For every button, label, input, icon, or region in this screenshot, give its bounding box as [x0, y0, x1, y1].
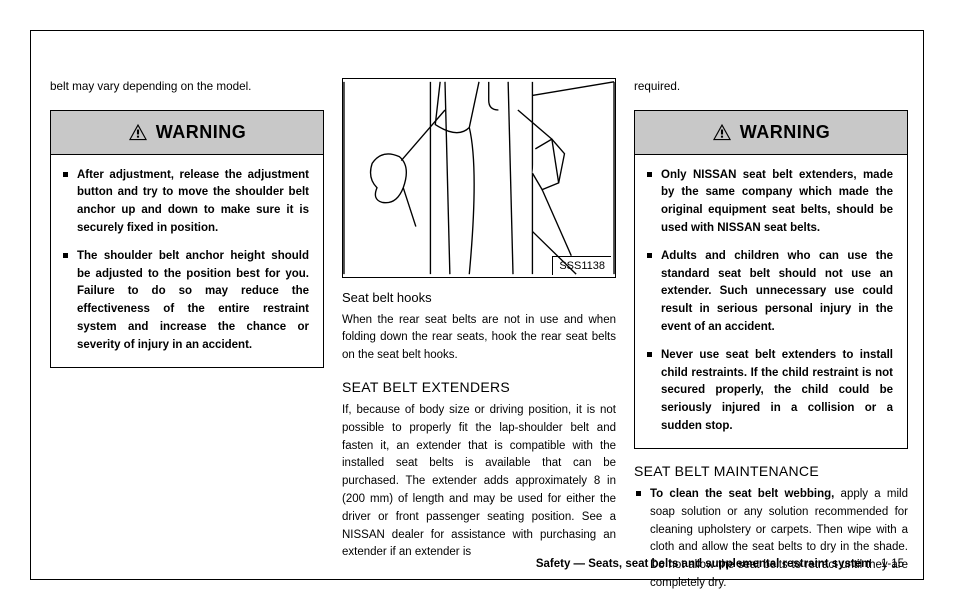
seat-belt-hooks-subhead: Seat belt hooks — [342, 288, 616, 308]
warning2-item: Only NISSAN seat belt extenders, made by… — [645, 167, 893, 238]
maintenance-list: To clean the seat belt webbing, apply a … — [634, 486, 908, 593]
column-2: SSS1138 Seat belt hooks When the rear se… — [342, 78, 616, 593]
warning2-item: Never use seat belt extenders to install… — [645, 347, 893, 436]
warning-triangle-icon — [128, 123, 148, 141]
warning1-item: The shoulder belt anchor height should b… — [61, 248, 309, 355]
column-1: belt may vary depending on the model. WA… — [50, 78, 324, 593]
maintenance-item: To clean the seat belt webbing, apply a … — [634, 486, 908, 593]
seat-belt-extenders-text: If, because of body size or driving posi… — [342, 402, 616, 562]
column-3: required. WARNING Only NISSAN seat belt … — [634, 78, 908, 593]
seat-belt-maintenance-head: SEAT BELT MAINTENANCE — [634, 461, 908, 482]
footer-section-title: Safety — Seats, seat belts and supplemen… — [536, 558, 872, 570]
page-content: belt may vary depending on the model. WA… — [50, 78, 908, 593]
footer-page-number: 1-15 — [881, 558, 904, 570]
seat-belt-hooks-figure: SSS1138 — [342, 78, 616, 278]
figure-id-label: SSS1138 — [552, 256, 611, 276]
warning-header-1: WARNING — [50, 110, 324, 155]
warning2-item: Adults and children who can use the stan… — [645, 248, 893, 337]
warning-box-2: Only NISSAN seat belt extenders, made by… — [634, 155, 908, 449]
maintenance-item-bold: To clean the seat belt webbing, — [650, 488, 834, 500]
seat-belt-extenders-head: SEAT BELT EXTENDERS — [342, 377, 616, 398]
page-footer: Safety — Seats, seat belts and supplemen… — [536, 558, 904, 570]
col3-intro-text: required. — [634, 78, 908, 96]
warning1-item: After adjustment, release the adjustment… — [61, 167, 309, 238]
warning-title-2: WARNING — [740, 119, 831, 146]
col1-intro-text: belt may vary depending on the model. — [50, 78, 324, 96]
warning-title-1: WARNING — [156, 119, 247, 146]
warning-box-1: After adjustment, release the adjustment… — [50, 155, 324, 368]
warning-triangle-icon — [712, 123, 732, 141]
seat-belt-hooks-text: When the rear seat belts are not in use … — [342, 312, 616, 365]
seat-belt-hooks-illustration — [343, 79, 615, 277]
maintenance-item-rest: apply a mild soap solution or any soluti… — [650, 488, 908, 589]
warning-header-2: WARNING — [634, 110, 908, 155]
